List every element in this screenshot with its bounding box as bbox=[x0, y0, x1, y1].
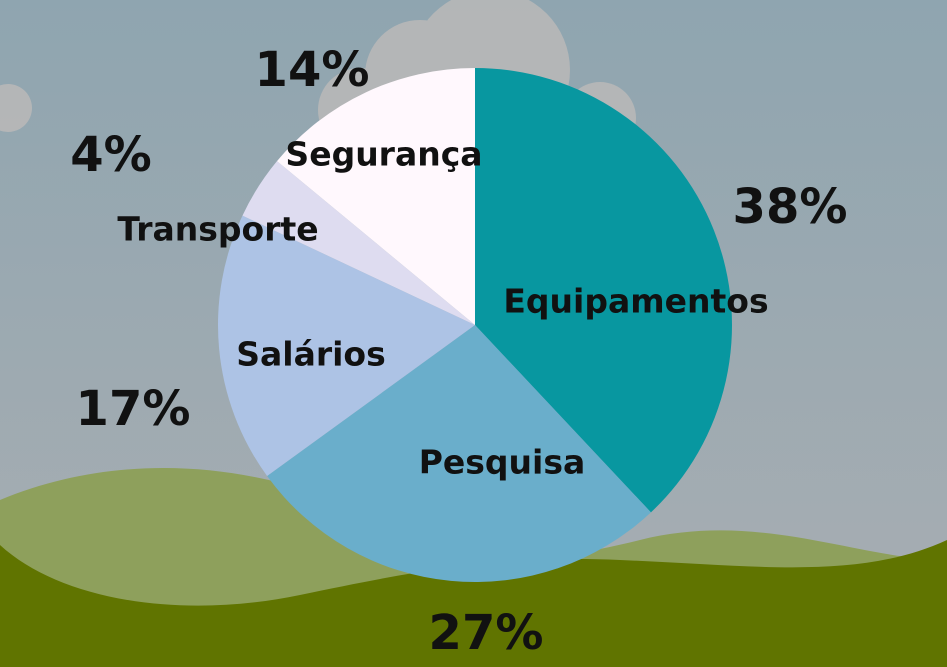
pie-slice-4 bbox=[276, 68, 475, 325]
pie-slice-2 bbox=[217, 215, 476, 477]
pie-slice-3 bbox=[242, 161, 475, 325]
slice-name-label: Salários bbox=[236, 335, 386, 374]
slice-percent-label: 27% bbox=[429, 605, 544, 661]
pie-slice-0 bbox=[475, 68, 732, 513]
slice-name-label: Equipamentos bbox=[503, 282, 768, 321]
slice-name-label: Pesquisa bbox=[419, 443, 586, 482]
slice-percent-label: 17% bbox=[76, 381, 191, 437]
slice-name-label: Segurança bbox=[285, 135, 482, 174]
slice-percent-label: 4% bbox=[70, 127, 152, 183]
hill-dark bbox=[0, 540, 947, 667]
slice-name-label: Transporte bbox=[117, 210, 318, 249]
slice-percent-label: 14% bbox=[255, 42, 370, 98]
pie-slice-1 bbox=[267, 325, 651, 582]
slice-percent-label: 38% bbox=[733, 179, 848, 235]
